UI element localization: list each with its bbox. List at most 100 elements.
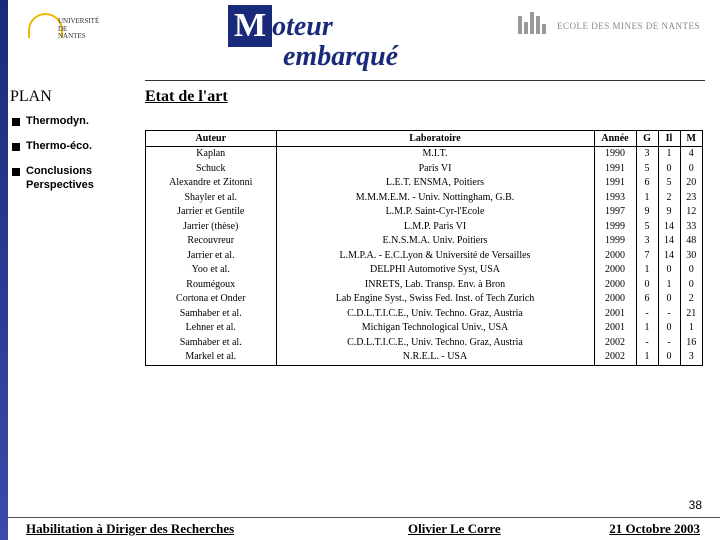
table-row: Samhaber et al.C.D.L.T.I.C.E., Univ. Tec… <box>146 336 702 351</box>
cell-annee: 1990 <box>594 147 636 162</box>
sidebar-item-label: Thermodyn. <box>26 115 89 128</box>
logo-right-text: ECOLE DES MINES DE NANTES <box>557 21 700 31</box>
cell-auteur: Cortona et Onder <box>146 292 276 307</box>
footer-mid: Olivier Le Corre <box>408 521 501 537</box>
footer-left: Habilitation à Diriger des Recherches <box>26 521 234 537</box>
cell-g: 5 <box>636 220 658 235</box>
cell-il: 14 <box>658 249 680 264</box>
cell-auteur: Roumégoux <box>146 278 276 293</box>
ecole-mines-logo: ECOLE DES MINES DE NANTES <box>518 12 700 39</box>
cell-il: 0 <box>658 350 680 365</box>
table-row: Samhaber et al.C.D.L.T.I.C.E., Univ. Tec… <box>146 307 702 322</box>
table-row: Markel et al.N.R.E.L. - USA2002103 <box>146 350 702 365</box>
cell-g: 0 <box>636 278 658 293</box>
cell-auteur: Shayler et al. <box>146 191 276 206</box>
cell-auteur: Samhaber et al. <box>146 307 276 322</box>
table-row: Lehner et al.Michigan Technological Univ… <box>146 321 702 336</box>
table-row: Shayler et al.M.M.M.E.M. - Univ. Notting… <box>146 191 702 206</box>
cell-m: 0 <box>680 263 702 278</box>
cell-labo: Paris VI <box>276 162 594 177</box>
section-subtitle: Etat de l'art <box>145 88 228 106</box>
col-annee: Année <box>594 131 636 147</box>
cell-auteur: Jarrier et al. <box>146 249 276 264</box>
cell-g: 3 <box>636 234 658 249</box>
bullet-icon <box>12 118 20 126</box>
cell-m: 16 <box>680 336 702 351</box>
table-row: Jarrier (thèse)L.M.P. Paris VI199951433 <box>146 220 702 235</box>
cell-labo: N.R.E.L. - USA <box>276 350 594 365</box>
cell-il: 0 <box>658 321 680 336</box>
plan-label: PLAN <box>10 88 52 106</box>
data-table: Auteur Laboratoire Année G Il M KaplanM.… <box>146 131 702 365</box>
cell-labo: Lab Engine Syst., Swiss Fed. Inst. of Te… <box>276 292 594 307</box>
cell-annee: 1999 <box>594 234 636 249</box>
cell-g: - <box>636 307 658 322</box>
cell-labo: C.D.L.T.I.C.E., Univ. Techno. Graz, Aust… <box>276 307 594 322</box>
cell-auteur: Alexandre et Zitonni <box>146 176 276 191</box>
cell-auteur: Samhaber et al. <box>146 336 276 351</box>
cell-m: 12 <box>680 205 702 220</box>
cell-annee: 2000 <box>594 249 636 264</box>
cell-m: 33 <box>680 220 702 235</box>
cell-annee: 2001 <box>594 321 636 336</box>
cell-annee: 1993 <box>594 191 636 206</box>
cell-g: 6 <box>636 176 658 191</box>
cell-il: 0 <box>658 292 680 307</box>
cell-auteur: Kaplan <box>146 147 276 162</box>
cell-auteur: Lehner et al. <box>146 321 276 336</box>
cell-labo: C.D.L.T.I.C.E., Univ. Techno. Graz, Aust… <box>276 336 594 351</box>
table-row: Cortona et OnderLab Engine Syst., Swiss … <box>146 292 702 307</box>
title-area: Moteur embarqué <box>228 5 398 73</box>
cell-annee: 2000 <box>594 278 636 293</box>
col-labo: Laboratoire <box>276 131 594 147</box>
cell-m: 2 <box>680 292 702 307</box>
col-g: G <box>636 131 658 147</box>
cell-il: 14 <box>658 234 680 249</box>
cell-il: 2 <box>658 191 680 206</box>
cell-g: 3 <box>636 147 658 162</box>
cell-labo: L.M.P. Paris VI <box>276 220 594 235</box>
cell-labo: L.E.T. ENSMA, Poitiers <box>276 176 594 191</box>
cell-m: 20 <box>680 176 702 191</box>
cell-il: 14 <box>658 220 680 235</box>
cell-il: - <box>658 336 680 351</box>
cell-auteur: Recouvreur <box>146 234 276 249</box>
cell-labo: L.M.P.A. - E.C.Lyon & Université de Vers… <box>276 249 594 264</box>
title-oteur: oteur <box>272 11 333 43</box>
cell-g: 9 <box>636 205 658 220</box>
logo-left-line1: UNIVERSITÉ DE <box>58 18 108 33</box>
table-row: Yoo et al.DELPHI Automotive Syst, USA200… <box>146 263 702 278</box>
literature-table: Auteur Laboratoire Année G Il M KaplanM.… <box>145 130 703 366</box>
left-accent-bar <box>0 0 8 540</box>
cell-m: 0 <box>680 162 702 177</box>
sidebar-item: Thermo-éco. <box>12 140 132 153</box>
cell-il: 9 <box>658 205 680 220</box>
col-il: Il <box>658 131 680 147</box>
cell-labo: Michigan Technological Univ., USA <box>276 321 594 336</box>
cell-m: 0 <box>680 278 702 293</box>
cell-annee: 1997 <box>594 205 636 220</box>
cell-m: 30 <box>680 249 702 264</box>
cell-annee: 2002 <box>594 350 636 365</box>
footer-right: 21 Octobre 2003 <box>609 521 700 537</box>
col-m: M <box>680 131 702 147</box>
cell-annee: 2000 <box>594 263 636 278</box>
cell-m: 23 <box>680 191 702 206</box>
table-row: RoumégouxINRETS, Lab. Transp. Env. à Bro… <box>146 278 702 293</box>
cell-annee: 1991 <box>594 162 636 177</box>
cell-annee: 1999 <box>594 220 636 235</box>
cell-m: 1 <box>680 321 702 336</box>
cell-il: 5 <box>658 176 680 191</box>
sidebar-item: Conclusions Perspectives <box>12 165 132 191</box>
cell-il: - <box>658 307 680 322</box>
sidebar-item-label: Conclusions Perspectives <box>26 165 132 191</box>
cell-g: 6 <box>636 292 658 307</box>
logo-left-line2: NANTES <box>58 33 108 41</box>
cell-g: 1 <box>636 191 658 206</box>
table-body: KaplanM.I.T.1990314SchuckParis VI1991500… <box>146 147 702 365</box>
sidebar-item: Thermodyn. <box>12 115 132 128</box>
cell-il: 0 <box>658 263 680 278</box>
table-row: SchuckParis VI1991500 <box>146 162 702 177</box>
cell-m: 4 <box>680 147 702 162</box>
cell-labo: M.M.M.E.M. - Univ. Nottingham, G.B. <box>276 191 594 206</box>
